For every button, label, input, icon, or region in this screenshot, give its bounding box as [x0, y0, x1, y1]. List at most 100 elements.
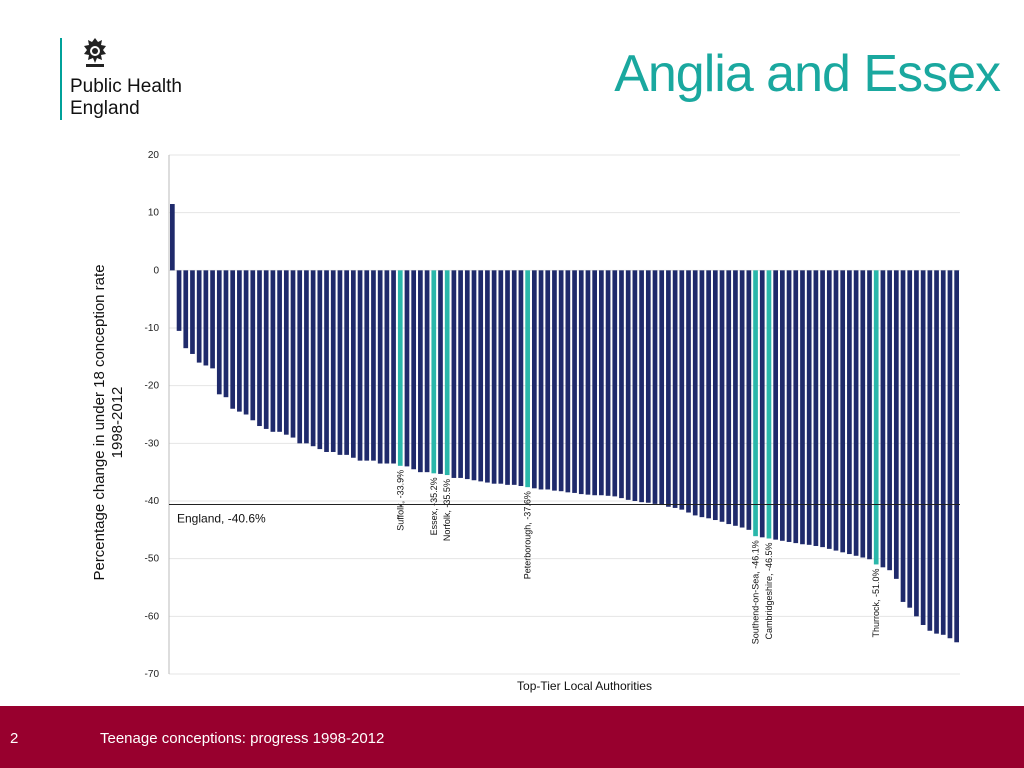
bar [893, 270, 899, 579]
highlight-label: Suffolk, -33.9% [395, 470, 405, 531]
bar [491, 270, 497, 484]
bar [572, 270, 577, 493]
bar [887, 270, 892, 571]
bar [592, 270, 598, 496]
bar [438, 270, 443, 474]
bar [625, 270, 631, 500]
bar [746, 270, 752, 530]
chart-svg: 20 10 0 -10 -20 -30 -40 -50 -60 -70 Suffolk, -33.9… [91, 150, 960, 693]
bar [304, 270, 309, 444]
bar [290, 270, 296, 438]
y-tick-label: -70 [145, 669, 160, 680]
x-axis-label: Top-Tier Local Authorities [517, 679, 652, 693]
bar [270, 270, 276, 432]
bar [277, 270, 282, 432]
bar [243, 270, 249, 415]
y-tick-label: 0 [153, 265, 159, 276]
bar [250, 270, 256, 421]
bar [739, 270, 745, 528]
bar [511, 270, 517, 485]
bar [384, 270, 390, 464]
bar [759, 270, 765, 538]
bar [619, 270, 624, 499]
bar [210, 270, 215, 369]
bar [867, 270, 872, 560]
bar [371, 270, 376, 461]
highlight-label: Cambridgeshire, -46.5% [764, 542, 774, 639]
bar [914, 270, 919, 617]
bar [686, 270, 691, 513]
bar [391, 270, 396, 464]
y-axis-label: Percentage change in under 18 conception… [91, 264, 126, 580]
bar [458, 270, 463, 478]
bar [485, 270, 490, 483]
footer-text: Teenage conceptions: progress 1998-2012 [100, 730, 385, 747]
bar [203, 270, 209, 366]
highlight-bar [444, 270, 450, 476]
bar [726, 270, 732, 525]
y-tick-label: -30 [145, 438, 160, 449]
bar [337, 270, 343, 455]
bar [706, 270, 711, 519]
bar [920, 270, 926, 625]
bar [786, 270, 792, 542]
highlight-bar [431, 270, 437, 474]
bar [350, 270, 356, 458]
bar [478, 270, 484, 482]
bar [183, 270, 189, 349]
bar [712, 270, 718, 521]
bar [565, 270, 571, 493]
bar [934, 270, 939, 634]
bar [599, 270, 604, 496]
bar [833, 270, 839, 551]
bar [538, 270, 544, 490]
bar [464, 270, 470, 480]
bar [699, 270, 705, 518]
highlight-label: Peterborough, -37.6% [523, 491, 533, 579]
bar [330, 270, 336, 452]
bar [531, 270, 537, 489]
highlight-bar [753, 270, 758, 537]
highlight-bar [525, 270, 530, 488]
logo-rule [60, 38, 62, 120]
bar [880, 270, 886, 568]
england-reference-label: England, -40.6% [177, 511, 266, 525]
bar [297, 270, 303, 444]
logo-text-line1: Public Health [70, 76, 182, 97]
y-tick-label: -50 [145, 554, 160, 565]
highlight-bar [766, 270, 772, 539]
bar [679, 270, 685, 510]
bar [558, 270, 564, 492]
bar [498, 270, 504, 484]
bar [860, 270, 866, 558]
y-tick-label: -60 [145, 611, 160, 622]
bar [317, 270, 323, 450]
bar [216, 270, 222, 395]
bar [947, 270, 953, 639]
bar [545, 270, 551, 490]
bar [377, 270, 383, 464]
bar [853, 270, 859, 556]
y-tick-label: -20 [145, 381, 160, 392]
y-tick-label: 10 [148, 208, 160, 219]
highlight-bar [873, 270, 879, 565]
bar [605, 270, 611, 496]
logo-text-line2: England [70, 98, 140, 119]
bar [692, 270, 698, 516]
highlight-bar [397, 270, 403, 466]
bar [820, 270, 825, 548]
bar [310, 270, 316, 447]
bar-chart: 20 10 0 -10 -20 -30 -40 -50 -60 -70 Suffolk, -33.9… [80, 140, 980, 700]
bar [927, 270, 933, 631]
bar [471, 270, 477, 481]
bar [585, 270, 591, 495]
bar [263, 270, 269, 429]
bar [324, 270, 329, 452]
bar [196, 270, 202, 363]
bar [451, 270, 457, 478]
bar [800, 270, 805, 545]
bar [813, 270, 819, 546]
bar [223, 270, 229, 398]
y-tick-label: -10 [145, 323, 160, 334]
bar [411, 270, 417, 470]
